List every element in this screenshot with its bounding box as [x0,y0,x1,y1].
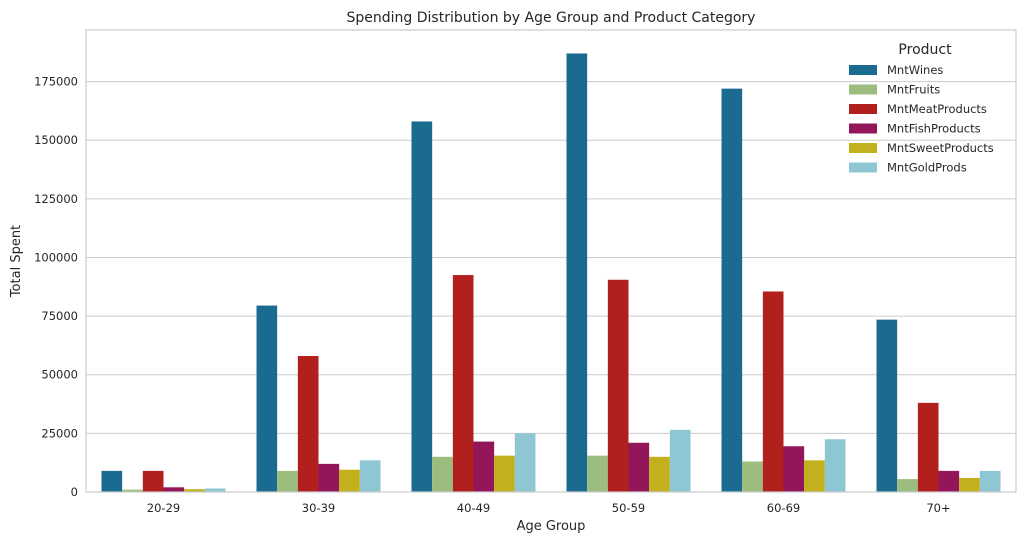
bar-MntMeatProducts-50-59 [607,279,629,492]
x-axis-label: Age Group [517,519,586,534]
legend-title: Product [898,42,952,58]
y-tick-label: 75000 [41,309,78,323]
bar-MntFruits-30-39 [277,470,298,492]
bar-MntGoldProds-20-29 [204,488,226,492]
bar-MntFishProducts-70+ [938,470,960,492]
legend-swatch [849,123,877,134]
bar-MntSweetProducts-60-69 [804,460,825,492]
bar-MntWines-60-69 [721,88,743,492]
x-tick-label: 30-39 [302,501,335,515]
bar-MntFruits-40-49 [432,456,453,492]
bar-MntGoldProds-70+ [979,470,1001,492]
chart-title: Spending Distribution by Age Group and P… [347,10,756,26]
legend-label: MntFishProducts [887,122,981,136]
legend-label: MntFruits [887,83,940,97]
bar-MntWines-70+ [876,319,898,492]
bar-MntFishProducts-50-59 [628,442,650,492]
y-tick-label: 125000 [34,192,78,206]
x-tick-label: 50-59 [612,501,645,515]
bar-MntSweetProducts-20-29 [184,489,205,492]
bar-MntSweetProducts-30-39 [339,469,360,492]
legend-label: MntWines [887,63,943,77]
bar-MntWines-20-29 [101,470,123,492]
bar-MntMeatProducts-30-39 [297,355,319,492]
legend-swatch [849,162,877,173]
legend-swatch [849,143,877,153]
bar-MntSweetProducts-50-59 [649,456,670,492]
bar-MntFishProducts-40-49 [473,441,495,492]
legend-label: MntSweetProducts [887,141,994,155]
legend-label: MntGoldProds [887,161,967,175]
bar-MntFruits-60-69 [742,461,763,492]
x-ticks: 20-29 30-39 40-49 50-59 60-69 70+ [147,501,951,515]
y-tick-label: 175000 [34,75,78,89]
y-tick-label: 100000 [34,250,78,264]
bar-MntGoldProds-40-49 [514,433,536,492]
bar-MntFruits-70+ [897,479,918,492]
bar-MntFruits-50-59 [587,455,608,492]
bar-MntGoldProds-50-59 [669,429,691,492]
bar-MntWines-30-39 [256,305,278,492]
x-tick-label: 60-69 [767,501,800,515]
bar-MntMeatProducts-60-69 [762,291,784,492]
bar-MntGoldProds-60-69 [824,439,846,492]
bar-MntSweetProducts-70+ [959,477,980,492]
bar-MntWines-50-59 [566,53,588,492]
legend-label: MntMeatProducts [887,102,987,116]
bar-MntMeatProducts-20-29 [142,470,164,492]
bar-MntFishProducts-60-69 [783,446,805,492]
y-tick-label: 25000 [41,426,78,440]
bar-MntWines-40-49 [411,121,433,493]
legend-swatch [849,104,877,114]
y-tick-label: 50000 [41,368,78,382]
y-tick-label: 0 [71,485,78,499]
x-tick-label: 70+ [926,501,950,515]
bar-MntMeatProducts-40-49 [452,275,474,492]
bar-MntFishProducts-30-39 [318,463,340,492]
bar-MntGoldProds-30-39 [359,460,381,492]
x-tick-label: 20-29 [147,501,180,515]
y-ticks: 0 25000 50000 75000 100000 125000 150000 175000 [34,75,78,499]
legend-swatch [849,84,877,95]
bar-MntFruits-20-29 [122,489,143,492]
legend-swatch [849,65,877,75]
y-axis-label: Total Spent [9,225,24,298]
x-tick-label: 40-49 [457,501,490,515]
y-tick-label: 150000 [34,133,78,147]
legend: Product MntWines MntFruits MntMeatProducts… [849,42,994,175]
bars [101,53,1001,493]
plot-frame [85,29,1017,493]
bar-MntMeatProducts-70+ [917,402,939,492]
bar-MntFishProducts-20-29 [163,487,185,492]
bar-MntSweetProducts-40-49 [494,455,515,492]
